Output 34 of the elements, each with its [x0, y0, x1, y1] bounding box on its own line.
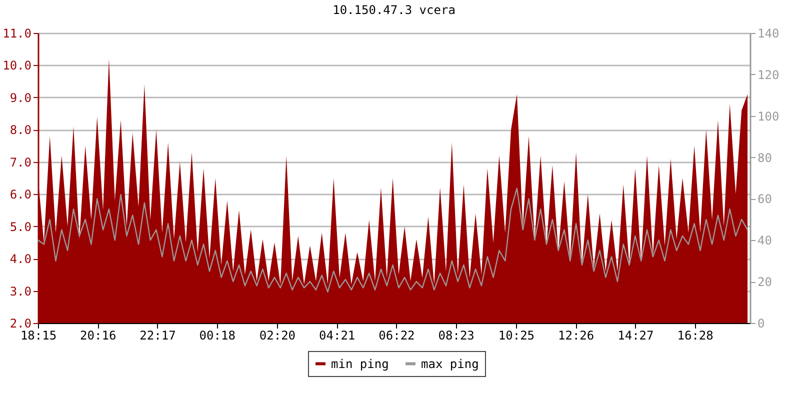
x-tick-label: 16:28: [677, 328, 714, 342]
x-tick-label: 14:27: [618, 328, 654, 342]
x-tick-label: 08:23: [438, 328, 474, 342]
x-tick-label: 22:17: [140, 328, 176, 342]
x-tick-label: 06:22: [378, 328, 415, 342]
y-tick-label: 4.0: [10, 252, 32, 266]
y2-tick-label: 40: [758, 234, 772, 248]
y2-tick-label: 60: [758, 192, 772, 206]
x-tick-label: 02:20: [259, 328, 296, 342]
y2-tick-label: 20: [758, 275, 772, 290]
y2-tick-label: 120: [758, 68, 780, 82]
y2-tick-label: 140: [758, 26, 780, 40]
legend-label: min ping: [331, 356, 389, 371]
x-tick-label: 12:26: [558, 328, 594, 342]
y-tick-label: 3.0: [10, 284, 32, 298]
x-tick-label: 20:16: [80, 328, 116, 342]
y2-tick-label: 100: [758, 109, 780, 124]
y-tick-label: 9.0: [10, 90, 32, 105]
y-tick-label: 2.0: [10, 316, 32, 330]
chart-title: 10.150.47.3 vcera: [332, 3, 456, 17]
y2-tick-label: 80: [758, 150, 772, 165]
x-tick-label: 04:21: [319, 328, 356, 342]
y-tick-label: 7.0: [10, 155, 32, 170]
y2-tick-label: 0: [758, 316, 765, 330]
legend-label: max ping: [421, 356, 479, 371]
y-tick-label: 8.0: [10, 123, 32, 138]
y-tick-label: 6.0: [10, 188, 32, 202]
x-tick-label: 10:25: [498, 328, 535, 342]
y-tick-label: 10.0: [2, 58, 32, 73]
x-tick-label: 00:18: [199, 328, 236, 342]
y-tick-label: 11.0: [2, 26, 32, 40]
x-tick-label: 18:15: [20, 328, 57, 342]
line-series: [38, 188, 748, 293]
y-tick-label: 5.0: [10, 220, 32, 234]
